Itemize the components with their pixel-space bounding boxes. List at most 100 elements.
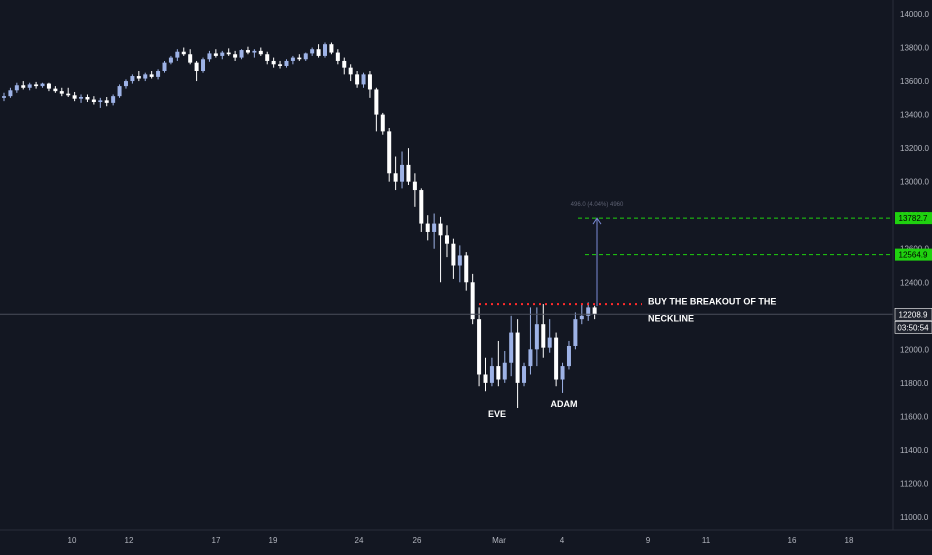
candle-body [425, 223, 430, 232]
candle-body [136, 76, 141, 79]
annotation-neckline: NECKLINE [648, 313, 694, 323]
x-tick-label: 4 [560, 536, 565, 545]
annotation-adam: ADAM [551, 399, 578, 409]
y-tick-label: 11000.0 [900, 513, 929, 522]
x-tick-label: 16 [788, 536, 797, 545]
candle-body [303, 53, 308, 60]
candle-body [66, 93, 71, 96]
candle-body [284, 60, 289, 66]
x-tick-label: 12 [125, 536, 134, 545]
y-tick-label: 13000.0 [900, 178, 929, 187]
candle-body [40, 83, 45, 87]
candle-body [149, 74, 154, 77]
candle-body [348, 67, 353, 75]
candle-body [91, 99, 96, 103]
candle-body [297, 57, 302, 60]
candle-body [592, 307, 597, 315]
candle-body [566, 345, 571, 367]
candle-body [406, 164, 411, 182]
candle-body [278, 64, 283, 66]
candle-body [46, 83, 51, 89]
candle-body [380, 114, 385, 132]
candle-body [72, 95, 77, 99]
candle-body [14, 85, 19, 91]
candle-body [451, 243, 456, 266]
candle-body [156, 71, 161, 77]
candle-body [496, 366, 501, 380]
candle-body [335, 52, 340, 61]
countdown-label: 03:50:54 [897, 323, 929, 332]
candle-body [85, 96, 90, 100]
candle-body [522, 366, 527, 383]
candle-body [130, 76, 135, 82]
y-tick-label: 13800.0 [900, 44, 929, 53]
y-tick-label: 12000.0 [900, 345, 929, 354]
overlay-lines-layer [0, 217, 893, 315]
candle-body [477, 319, 482, 375]
candle-body [123, 81, 128, 87]
candle-body [207, 53, 212, 60]
measure-label: 496.0 (4.04%) 4960 [571, 202, 624, 208]
candle-body [34, 84, 39, 87]
candle-body [143, 74, 148, 79]
candles-layer [2, 42, 597, 409]
candle-body [586, 307, 591, 316]
annotation-eve: EVE [488, 409, 506, 419]
candle-body [547, 337, 552, 348]
candle-body [213, 53, 218, 56]
x-tick-label: 17 [212, 536, 221, 545]
candle-body [168, 57, 173, 63]
candle-body [79, 96, 84, 99]
annotation-buy-breakout: BUY THE BREAKOUT OF THE [648, 297, 776, 307]
current-price-label-box [894, 308, 932, 321]
x-tick-label: 9 [646, 536, 651, 545]
y-tick-label: 12400.0 [900, 278, 929, 287]
candle-body [573, 319, 578, 346]
target-price-label: 13782.7 [899, 214, 928, 223]
target-price-label: 12564.9 [899, 251, 928, 260]
candle-body [98, 100, 103, 103]
x-tick-label: 18 [845, 536, 854, 545]
candle-body [252, 50, 257, 53]
candle-body [528, 349, 533, 367]
candle-body [457, 255, 462, 266]
x-tick-label: 24 [355, 536, 364, 545]
x-tick-label: 19 [269, 536, 278, 545]
candle-body [194, 62, 199, 72]
current-price-label: 12208.9 [899, 310, 928, 319]
candle-body [432, 223, 437, 232]
candle-body [8, 90, 13, 97]
candle-body [323, 44, 327, 56]
candle-body [400, 164, 405, 182]
x-tick-label: 26 [413, 536, 422, 545]
candle-body [59, 91, 64, 94]
y-tick-label: 11800.0 [900, 379, 929, 388]
y-tick-label: 11600.0 [900, 412, 929, 421]
candle-body [245, 50, 250, 53]
candle-body [239, 50, 244, 58]
candle-body [560, 366, 565, 380]
candle-body [361, 74, 366, 85]
candle-body [271, 60, 276, 65]
y-tick-label: 11200.0 [900, 479, 929, 488]
candle-body [444, 235, 449, 244]
candle-body [541, 324, 546, 348]
candle-body [181, 51, 186, 55]
y-tick-label: 13600.0 [900, 77, 929, 86]
candle-body [201, 59, 206, 72]
candle-body [310, 49, 315, 54]
candle-body [2, 96, 6, 98]
candle-body [470, 282, 475, 320]
candle-body [316, 49, 321, 56]
candle-body [502, 362, 507, 380]
candle-body [53, 88, 58, 92]
target-price-label-box [895, 248, 932, 261]
candle-body [355, 74, 360, 85]
candle-body [21, 85, 26, 88]
countdown-label-box [894, 321, 932, 334]
candle-body [579, 315, 584, 320]
candle-body [111, 96, 116, 103]
